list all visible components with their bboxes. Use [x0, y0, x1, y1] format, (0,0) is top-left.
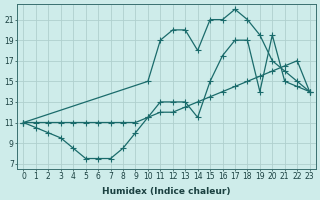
X-axis label: Humidex (Indice chaleur): Humidex (Indice chaleur): [102, 187, 231, 196]
